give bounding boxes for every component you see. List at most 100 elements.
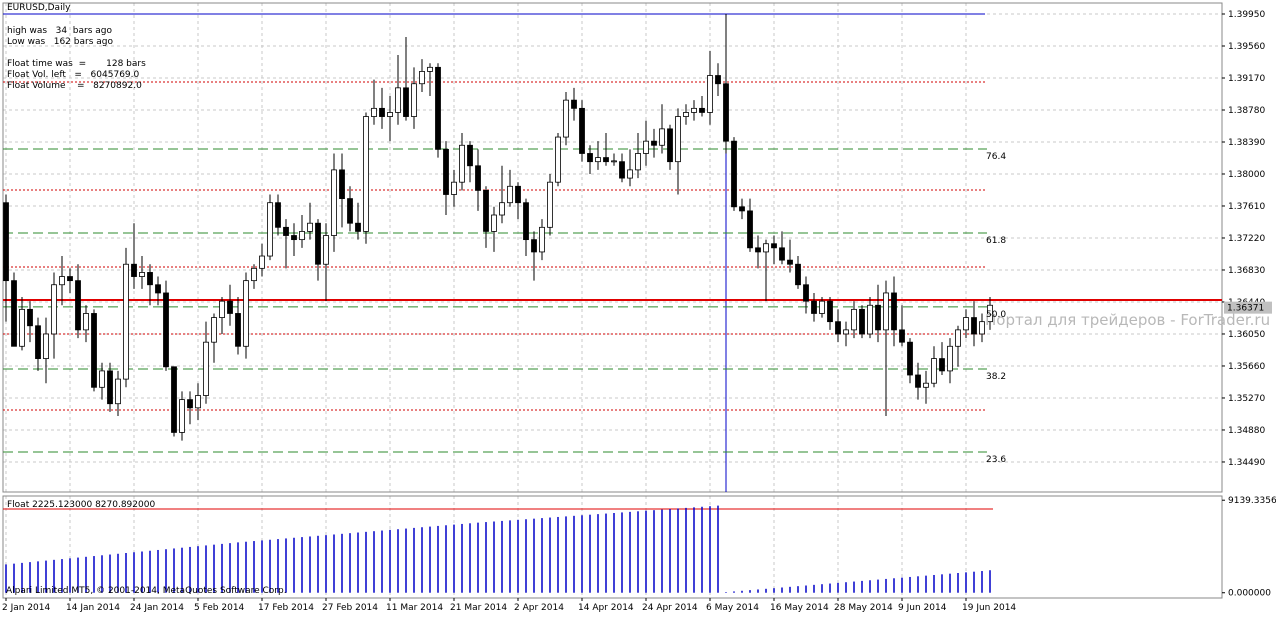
y-tick-label: 1.38000 <box>1228 170 1265 180</box>
candle-body <box>387 112 393 117</box>
candle-body <box>603 157 609 163</box>
candle-body <box>899 329 905 343</box>
candle-body <box>355 222 361 232</box>
candle-body <box>475 165 481 191</box>
y-tick-label: 1.36050 <box>1228 330 1265 340</box>
candle-body <box>19 308 25 347</box>
candle-body <box>499 202 505 216</box>
candle-body <box>699 107 705 113</box>
candle-body <box>67 276 73 282</box>
candle-body <box>11 280 17 347</box>
candle-body <box>691 107 697 113</box>
candle-body <box>971 317 977 335</box>
candle-body <box>227 300 233 314</box>
candle-body <box>27 308 33 327</box>
candle-body <box>531 239 537 253</box>
fibo-label: 23.6 <box>986 455 1006 465</box>
candle-body <box>907 341 913 376</box>
x-tick-label: 9 Jun 2014 <box>898 603 947 613</box>
fibo-label: 76.4 <box>986 152 1006 162</box>
candle-body <box>419 71 425 85</box>
candle-body <box>251 267 257 282</box>
candle-body <box>507 185 513 204</box>
candle-body <box>811 300 817 314</box>
candle-body <box>483 189 489 232</box>
candle-body <box>803 284 809 302</box>
candle-body <box>651 140 657 146</box>
candle-body <box>819 300 825 314</box>
x-tick-label: 16 May 2014 <box>770 603 829 613</box>
x-tick-label: 14 Jan 2014 <box>66 603 120 613</box>
candle-body <box>83 313 89 331</box>
candle-body <box>459 144 465 183</box>
candle-body <box>779 247 785 261</box>
candle-body <box>347 198 353 224</box>
candle-body <box>395 87 401 113</box>
candle-body <box>259 255 265 269</box>
candle-body <box>491 214 497 232</box>
candle-body <box>923 382 929 388</box>
candle-body <box>835 321 841 335</box>
candle-body <box>547 181 553 228</box>
candle-body <box>451 181 457 195</box>
candle-body <box>555 136 561 183</box>
candle-body <box>755 247 761 253</box>
candle-body <box>195 395 201 409</box>
candle-body <box>299 231 305 241</box>
candle-body <box>747 210 753 249</box>
candle-body <box>291 235 297 241</box>
info-line: Low was 162 bars ago <box>7 37 113 47</box>
y-tick-label: 1.37610 <box>1228 202 1265 212</box>
candle-body <box>683 112 689 117</box>
candle-body <box>707 75 713 113</box>
chart-title: EURUSD,Daily <box>7 3 71 13</box>
candle-body <box>579 107 585 154</box>
x-tick-label: 2 Apr 2014 <box>514 603 564 613</box>
candle-body <box>659 128 665 146</box>
candle-body <box>739 206 745 212</box>
candle-body <box>107 370 113 405</box>
y-tick-label: 1.39950 <box>1228 10 1265 20</box>
candle-body <box>403 87 409 117</box>
x-tick-label: 27 Feb 2014 <box>322 603 378 613</box>
candle-body <box>867 304 873 335</box>
copyright: Alpari Limited MT5, © 2001-2014, MetaQuo… <box>6 586 287 596</box>
candle-body <box>627 169 633 179</box>
candle-body <box>979 321 985 335</box>
watermark: Портал для трейдеров - ForTrader.ru <box>985 311 1270 329</box>
y-tick-label: 1.38780 <box>1228 106 1265 116</box>
y-tick-label: 0.000000 <box>1228 589 1271 599</box>
x-tick-label: 5 Feb 2014 <box>194 603 245 613</box>
candle-body <box>515 185 521 204</box>
info-line: Float Vol. left = 6045769.0 <box>7 70 140 80</box>
candle-body <box>59 276 65 286</box>
price-label: 1.36371 <box>1227 304 1264 314</box>
candle-body <box>771 243 777 249</box>
x-tick-label: 19 Jun 2014 <box>962 603 1016 613</box>
candle-body <box>563 99 569 138</box>
x-tick-label: 24 Apr 2014 <box>642 603 698 613</box>
candle-body <box>539 226 545 253</box>
candle-body <box>723 83 729 142</box>
candle-body <box>43 333 49 359</box>
candle-body <box>51 284 57 335</box>
fibo-label: 61.8 <box>986 236 1006 246</box>
candle-body <box>987 304 993 323</box>
x-tick-label: 11 Mar 2014 <box>386 603 443 613</box>
info-line: high was 34 bars ago <box>7 26 113 36</box>
candle-body <box>315 222 321 265</box>
candle-body <box>235 313 241 347</box>
y-tick-label: 1.34880 <box>1228 426 1265 436</box>
candle-body <box>851 308 857 331</box>
candle-body <box>243 280 249 347</box>
candle-body <box>187 399 193 409</box>
candle-body <box>675 116 681 163</box>
candle-body <box>931 358 937 384</box>
candle-body <box>859 308 865 335</box>
candle-body <box>363 116 369 232</box>
candle-body <box>131 263 137 277</box>
candle-body <box>203 341 209 396</box>
candle-body <box>827 300 833 323</box>
candle-body <box>523 202 529 241</box>
price-box <box>1224 301 1272 314</box>
